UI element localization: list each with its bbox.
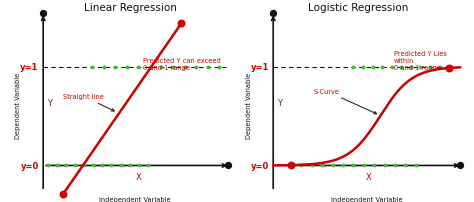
Text: X: X (366, 172, 372, 181)
Point (123, 66, 131, 69)
Text: Logistic Regression: Logistic Regression (308, 3, 408, 13)
Point (298, 164, 305, 167)
Point (126, 164, 134, 167)
Point (215, 66, 223, 69)
Point (359, 66, 367, 69)
Point (319, 164, 326, 167)
Point (412, 164, 419, 167)
Point (135, 66, 142, 69)
Text: Dependent Variable: Dependent Variable (246, 72, 252, 138)
Point (308, 164, 316, 167)
Point (269, 12, 277, 15)
Text: Independent Variable: Independent Variable (99, 196, 170, 202)
Point (62, 164, 70, 167)
Point (224, 164, 232, 167)
Point (88, 66, 96, 69)
Point (388, 66, 395, 69)
Point (360, 164, 368, 167)
Point (378, 66, 386, 69)
Point (381, 164, 388, 167)
Point (329, 164, 337, 167)
Text: Predicted Y can exceed
0 and 1 range: Predicted Y can exceed 0 and 1 range (144, 58, 221, 71)
Point (417, 66, 424, 69)
Point (111, 66, 119, 69)
Point (350, 66, 357, 69)
Point (369, 66, 376, 69)
Text: Straight line: Straight line (63, 94, 114, 112)
Point (90, 164, 97, 167)
Point (117, 164, 124, 167)
Text: Linear Regression: Linear Regression (83, 3, 176, 13)
Text: y=1: y=1 (250, 63, 269, 72)
Text: S-Curve: S-Curve (313, 89, 377, 114)
Point (80, 164, 88, 167)
Text: y=1: y=1 (20, 63, 39, 72)
Point (53, 164, 61, 167)
Text: Dependent Variable: Dependent Variable (15, 72, 20, 138)
Point (39, 12, 47, 15)
Point (71, 164, 79, 167)
Point (135, 164, 143, 167)
Point (177, 23, 185, 26)
Point (169, 66, 177, 69)
Text: y=0: y=0 (250, 161, 269, 170)
Point (401, 164, 409, 167)
Point (144, 164, 152, 167)
Text: X: X (136, 172, 142, 181)
Point (426, 66, 434, 69)
Point (99, 164, 106, 167)
Text: Y: Y (277, 99, 283, 107)
Point (204, 66, 211, 69)
Point (370, 164, 378, 167)
Point (446, 67, 453, 70)
Point (44, 164, 51, 167)
Text: Y: Y (47, 99, 52, 107)
Point (287, 164, 295, 167)
Point (181, 66, 188, 69)
Point (446, 66, 453, 69)
Point (146, 66, 154, 69)
Point (59, 192, 67, 196)
Point (108, 164, 115, 167)
Point (436, 66, 443, 69)
Point (391, 164, 399, 167)
Point (350, 164, 357, 167)
Point (339, 164, 347, 167)
Text: y=0: y=0 (20, 161, 39, 170)
Text: Predicted Y Lies
within
0 and 1 range: Predicted Y Lies within 0 and 1 range (393, 51, 447, 71)
Point (192, 66, 200, 69)
Point (398, 66, 405, 69)
Point (287, 164, 295, 167)
Point (456, 164, 464, 167)
Point (100, 66, 108, 69)
Text: Independent Variable: Independent Variable (331, 196, 402, 202)
Point (407, 66, 415, 69)
Point (158, 66, 165, 69)
